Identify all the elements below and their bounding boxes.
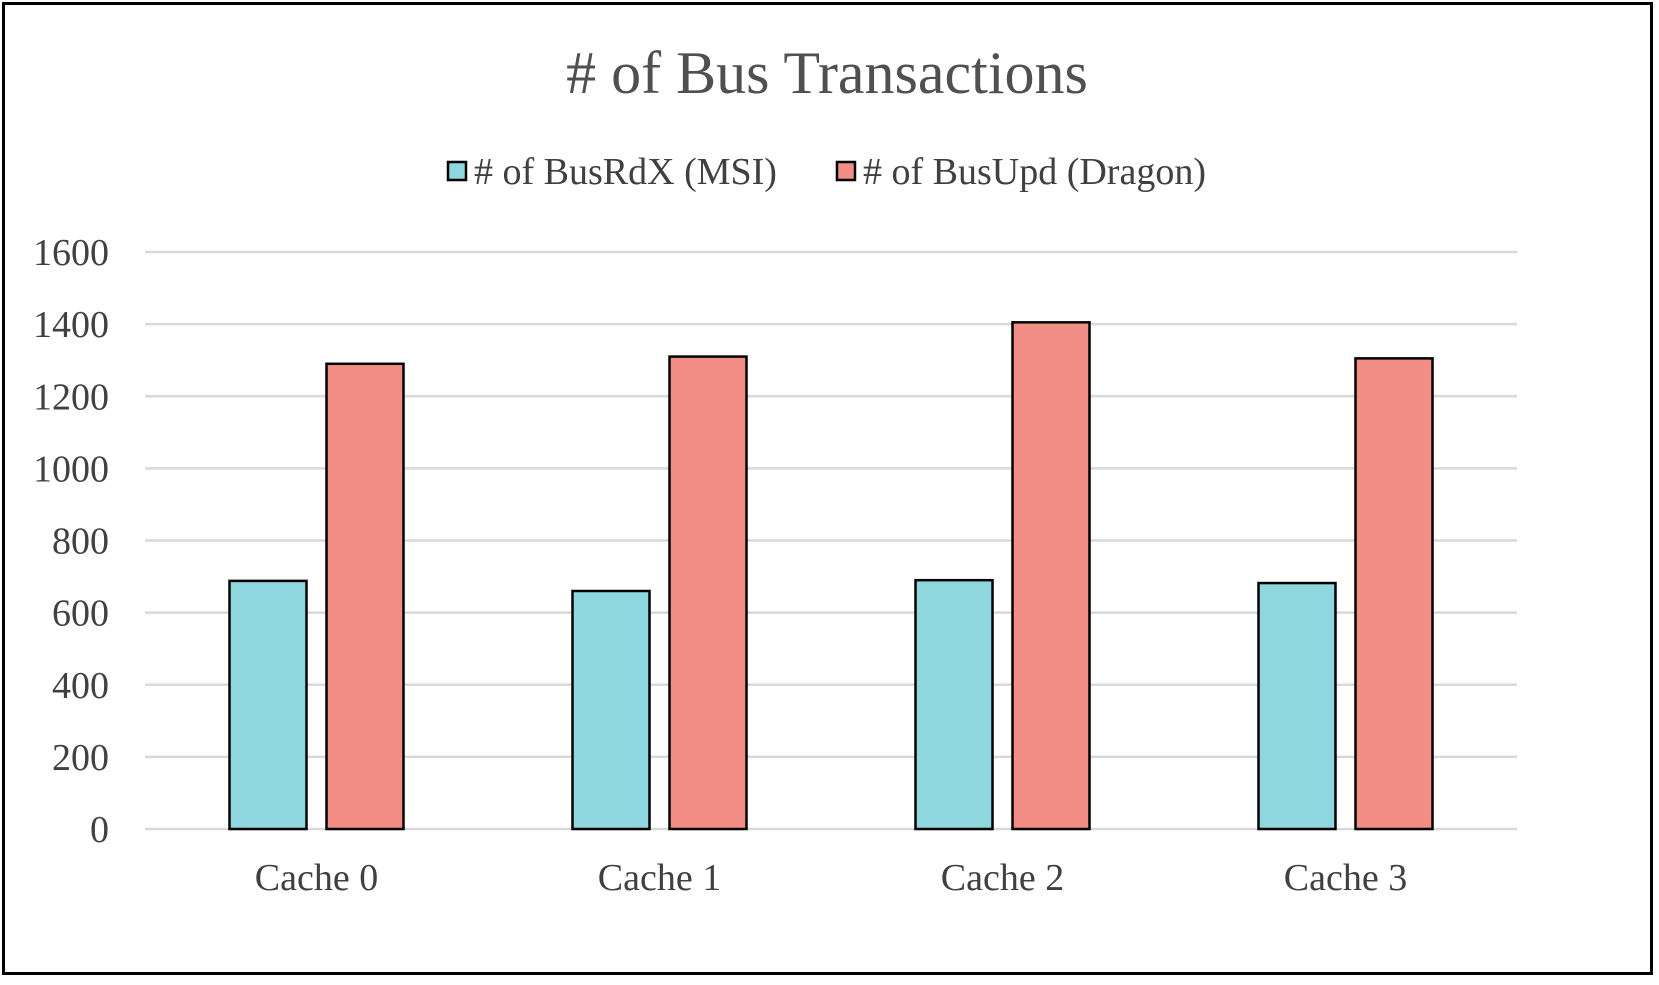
y-tick-label: 1400 — [33, 304, 109, 346]
y-tick-label: 1200 — [33, 376, 109, 418]
legend-swatch — [446, 160, 468, 182]
bar-series-1-cache-3 — [1354, 357, 1434, 831]
y-axis-labels: 0 200 400 600 800 1000 1200 1400 1600 — [33, 232, 109, 851]
y-tick-label: 200 — [52, 737, 109, 779]
bar-series-0-cache-0 — [228, 579, 308, 831]
y-tick-label: 600 — [52, 593, 109, 635]
x-category-label: Cache 0 — [255, 857, 378, 899]
legend: # of BusRdX (MSI) # of BusUpd (Dragon) — [446, 151, 1206, 193]
y-tick-label: 1600 — [33, 232, 109, 274]
bar-series-0-cache-1 — [571, 589, 651, 831]
y-tick-label: 800 — [52, 521, 109, 563]
legend-entry: # of BusUpd (Dragon) — [835, 151, 1206, 193]
bar-series-1-cache-0 — [325, 362, 405, 831]
x-category-label: Cache 2 — [941, 857, 1064, 899]
x-axis-labels: Cache 0 Cache 1 Cache 2 Cache 3 — [255, 857, 1407, 899]
bar-series-1-cache-2 — [1011, 321, 1091, 831]
chart-title: # of Bus Transactions — [566, 40, 1088, 106]
y-tick-label: 1000 — [33, 448, 109, 490]
y-tick-label: 400 — [52, 665, 109, 707]
legend-label: # of BusRdX (MSI) — [474, 151, 777, 193]
x-category-label: Cache 3 — [1284, 857, 1407, 899]
bars — [228, 321, 1434, 831]
x-category-label: Cache 1 — [598, 857, 721, 899]
legend-swatch — [835, 160, 857, 182]
bar-series-0-cache-2 — [914, 578, 994, 831]
y-tick-label: 0 — [90, 809, 109, 851]
legend-entry: # of BusRdX (MSI) — [446, 151, 777, 193]
bar-series-0-cache-3 — [1257, 581, 1337, 831]
bar-series-1-cache-1 — [668, 355, 748, 831]
legend-label: # of BusUpd (Dragon) — [863, 151, 1206, 193]
bar-chart: # of Bus Transactions # of BusRdX (MSI) #… — [33, 40, 1517, 899]
